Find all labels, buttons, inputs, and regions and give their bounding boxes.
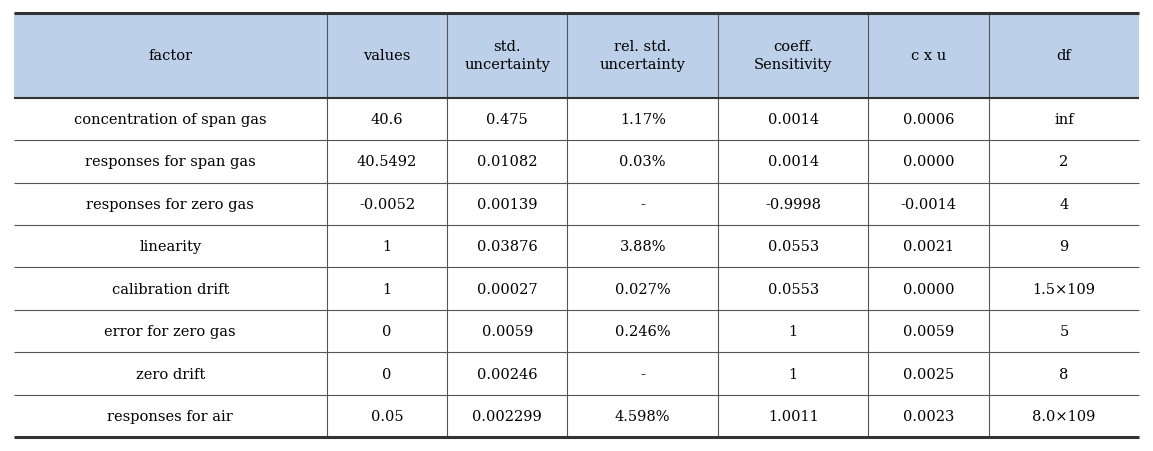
Text: rel. std.
uncertainty: rel. std. uncertainty bbox=[600, 40, 686, 72]
Text: values: values bbox=[363, 49, 410, 63]
Bar bbox=[14, 98, 1139, 141]
Text: concentration of span gas: concentration of span gas bbox=[74, 113, 266, 126]
Text: 1.0011: 1.0011 bbox=[768, 410, 819, 423]
Text: df: df bbox=[1056, 49, 1071, 63]
Text: factor: factor bbox=[149, 49, 193, 63]
Text: std.
uncertainty: std. uncertainty bbox=[465, 40, 550, 72]
Text: 1: 1 bbox=[383, 240, 392, 253]
Text: 8: 8 bbox=[1060, 367, 1069, 381]
Text: 1.5×109: 1.5×109 bbox=[1032, 282, 1095, 296]
Text: 40.5492: 40.5492 bbox=[356, 155, 417, 169]
Text: -: - bbox=[640, 367, 646, 381]
Bar bbox=[14, 183, 1139, 226]
Text: 0.01082: 0.01082 bbox=[477, 155, 537, 169]
Text: 0.03%: 0.03% bbox=[619, 155, 666, 169]
Text: 0.0014: 0.0014 bbox=[768, 155, 819, 169]
Text: 0: 0 bbox=[383, 325, 392, 338]
Text: 1: 1 bbox=[789, 325, 798, 338]
Text: 0.05: 0.05 bbox=[370, 410, 404, 423]
Text: linearity: linearity bbox=[140, 240, 202, 253]
Text: -0.0014: -0.0014 bbox=[900, 198, 957, 211]
Text: 0: 0 bbox=[383, 367, 392, 381]
Text: -0.0052: -0.0052 bbox=[359, 198, 415, 211]
Text: -: - bbox=[640, 198, 646, 211]
Text: 0.0000: 0.0000 bbox=[903, 155, 955, 169]
Text: responses for zero gas: responses for zero gas bbox=[86, 198, 254, 211]
Text: 0.0021: 0.0021 bbox=[903, 240, 954, 253]
Bar bbox=[14, 395, 1139, 437]
Text: calibration drift: calibration drift bbox=[112, 282, 229, 296]
Text: 0.0006: 0.0006 bbox=[903, 113, 955, 126]
Text: 5: 5 bbox=[1060, 325, 1069, 338]
Text: 8.0×109: 8.0×109 bbox=[1032, 410, 1095, 423]
Text: 0.0000: 0.0000 bbox=[903, 282, 955, 296]
Text: responses for span gas: responses for span gas bbox=[85, 155, 256, 169]
Text: 3.88%: 3.88% bbox=[619, 240, 666, 253]
Text: zero drift: zero drift bbox=[136, 367, 205, 381]
Text: 0.00027: 0.00027 bbox=[477, 282, 537, 296]
Text: responses for air: responses for air bbox=[107, 410, 233, 423]
Text: coeff.
Sensitivity: coeff. Sensitivity bbox=[754, 40, 832, 72]
Text: 0.0553: 0.0553 bbox=[768, 282, 819, 296]
Text: c x u: c x u bbox=[911, 49, 947, 63]
Text: 0.0025: 0.0025 bbox=[903, 367, 955, 381]
Text: 0.03876: 0.03876 bbox=[477, 240, 537, 253]
Text: 0.0059: 0.0059 bbox=[903, 325, 955, 338]
Text: 0.0553: 0.0553 bbox=[768, 240, 819, 253]
Text: 0.0023: 0.0023 bbox=[903, 410, 955, 423]
Text: inf: inf bbox=[1054, 113, 1073, 126]
Bar bbox=[14, 141, 1139, 183]
Bar bbox=[14, 353, 1139, 395]
Bar bbox=[14, 268, 1139, 310]
Text: error for zero gas: error for zero gas bbox=[105, 325, 236, 338]
Bar bbox=[14, 310, 1139, 353]
Text: 0.002299: 0.002299 bbox=[473, 410, 542, 423]
Text: -0.9998: -0.9998 bbox=[766, 198, 821, 211]
Text: 0.0014: 0.0014 bbox=[768, 113, 819, 126]
Text: 1: 1 bbox=[383, 282, 392, 296]
Text: 0.00246: 0.00246 bbox=[477, 367, 537, 381]
Text: 1.17%: 1.17% bbox=[620, 113, 665, 126]
Text: 40.6: 40.6 bbox=[370, 113, 404, 126]
Bar bbox=[14, 226, 1139, 268]
Text: 2: 2 bbox=[1060, 155, 1069, 169]
Text: 0.246%: 0.246% bbox=[615, 325, 671, 338]
Text: 9: 9 bbox=[1060, 240, 1069, 253]
Text: 4: 4 bbox=[1060, 198, 1069, 211]
Text: 0.475: 0.475 bbox=[487, 113, 528, 126]
Text: 0.00139: 0.00139 bbox=[477, 198, 537, 211]
Text: 1: 1 bbox=[789, 367, 798, 381]
Text: 0.0059: 0.0059 bbox=[482, 325, 533, 338]
Text: 0.027%: 0.027% bbox=[615, 282, 671, 296]
Text: 4.598%: 4.598% bbox=[615, 410, 670, 423]
